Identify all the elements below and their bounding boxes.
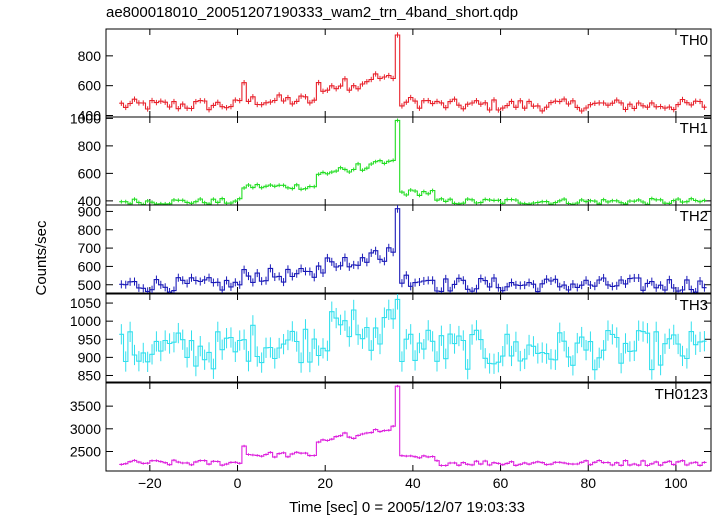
- y-tick-label: 3500: [70, 398, 101, 414]
- y-tick-label: 950: [78, 331, 102, 347]
- y-tick-label: 2500: [70, 443, 101, 459]
- y-tick-label: 1000: [70, 313, 101, 329]
- y-tick-label: 1050: [70, 295, 101, 311]
- y-tick-label: 600: [78, 78, 102, 94]
- panel-th0123: 2500 3000 3500 TH0123: [70, 382, 712, 472]
- series-curve: [119, 205, 707, 293]
- y-tick-label: 600: [78, 258, 102, 274]
- series-line: [119, 119, 707, 206]
- series-label: TH0: [680, 32, 708, 49]
- y-tick-label: 400: [78, 193, 102, 209]
- y-tick-label: 800: [78, 222, 102, 238]
- x-tick-label: 100: [664, 475, 688, 491]
- panel-th2: 500 600 700 800 900 TH2: [78, 203, 712, 294]
- y-tick-label: 900: [78, 203, 102, 219]
- x-tick-label: −20: [138, 475, 162, 491]
- y-tick-label: 850: [78, 367, 102, 383]
- y-tick-label: 3000: [70, 421, 101, 437]
- panel-th0: 400 600 800 TH0: [78, 28, 712, 124]
- y-axis-label: Counts/sec: [33, 220, 50, 296]
- series-line: [119, 385, 707, 467]
- series-line: [119, 208, 707, 293]
- y-tick-label: 900: [78, 349, 102, 365]
- series-curve: [119, 32, 707, 114]
- series-label: TH0123: [655, 386, 708, 403]
- series-line: [119, 34, 707, 112]
- x-axis-label: Time [sec] 0 = 2005/12/07 19:03:33: [289, 499, 525, 516]
- x-tick-label: 40: [405, 475, 421, 491]
- series-line: [119, 298, 707, 371]
- page-title: ae800018010_20051207190333_wam2_trn_4ban…: [106, 4, 518, 21]
- y-tick-label: 400: [78, 108, 102, 124]
- y-tick-label: 600: [78, 165, 102, 181]
- x-tick-label: 20: [317, 475, 333, 491]
- panel-frame: [105, 293, 712, 383]
- panel-frame: [105, 204, 712, 294]
- y-tick-label: 700: [78, 240, 102, 256]
- series-label: TH1: [680, 120, 708, 137]
- y-tick-label: 800: [78, 138, 102, 154]
- panel-frame: [105, 382, 712, 472]
- y-tick-label: 1000: [70, 110, 101, 126]
- panel-th1: 400 600 800 1000 TH1: [70, 110, 712, 209]
- panel-frame: [105, 28, 712, 118]
- y-tick-label: 800: [78, 48, 102, 64]
- x-tick-label: 0: [234, 475, 242, 491]
- series-label: TH3: [680, 297, 708, 314]
- series-curve: [119, 294, 707, 380]
- panel-th3: 850 900 950 1000 1050 TH3: [70, 293, 712, 383]
- series-curve: [119, 384, 707, 467]
- panels-group: 400 600 800 TH0 400 600 800 1000 TH1 500 600 700 800…: [70, 28, 712, 472]
- x-axis: −20 0 20 40 60 80 100: [138, 475, 688, 491]
- x-tick-label: 60: [493, 475, 509, 491]
- y-tick-label: 500: [78, 277, 102, 293]
- series-curve: [119, 118, 707, 206]
- x-tick-label: 80: [580, 475, 596, 491]
- series-label: TH2: [680, 208, 708, 225]
